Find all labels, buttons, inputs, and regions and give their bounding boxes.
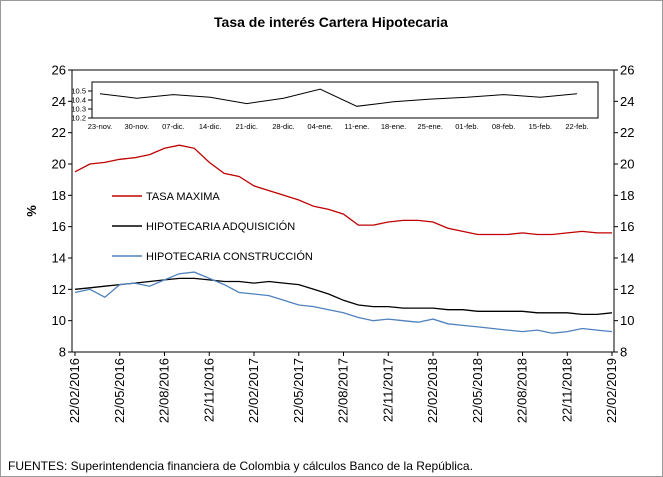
x-tick-label: 14-dic. bbox=[199, 122, 222, 131]
x-tick-label: 22/02/2017 bbox=[246, 358, 261, 423]
x-tick-label: 22/08/2017 bbox=[336, 358, 351, 423]
x-tick-label: 22-feb. bbox=[565, 122, 588, 131]
legend-label: HIPOTECARIA ADQUISICIÓN bbox=[146, 220, 295, 233]
y2-tick-label: 22 bbox=[620, 125, 634, 140]
y2-tick-label: 8 bbox=[620, 345, 627, 360]
y-tick-label: 10.4 bbox=[71, 96, 86, 105]
y-tick-label: 10.5 bbox=[71, 87, 86, 96]
legend-label: TASA MAXIMA bbox=[146, 191, 220, 203]
x-tick-label: 15-feb. bbox=[529, 122, 552, 131]
x-tick-label: 22/11/2017 bbox=[380, 358, 395, 422]
y-tick-label: 24 bbox=[52, 94, 66, 109]
x-tick-label: 22/05/2016 bbox=[112, 358, 127, 423]
y2-tick-label: 18 bbox=[620, 188, 634, 203]
y2-tick-label: 16 bbox=[620, 219, 634, 234]
plot-area bbox=[91, 81, 599, 119]
x-tick-label: 04-ene. bbox=[307, 122, 332, 131]
y-tick-label: 20 bbox=[52, 157, 66, 172]
y-tick-label: 10.2 bbox=[71, 114, 86, 123]
x-tick-label: 01-feb. bbox=[455, 122, 478, 131]
series-line bbox=[99, 88, 578, 107]
y-tick-label: 14 bbox=[52, 251, 66, 266]
y-tick-label: 8 bbox=[59, 345, 66, 360]
x-tick-label: 28-dic. bbox=[272, 122, 295, 131]
x-tick-label: 22/11/2018 bbox=[559, 358, 574, 422]
x-tick-label: 22/08/2018 bbox=[515, 358, 530, 423]
y-tick-label: 16 bbox=[52, 219, 66, 234]
x-tick-label: 22/02/2019 bbox=[604, 358, 619, 423]
y2-tick-label: 24 bbox=[620, 94, 634, 109]
x-tick-label: 18-ene. bbox=[381, 122, 406, 131]
x-tick-label: 25-ene. bbox=[418, 122, 443, 131]
x-tick-label: 22/08/2016 bbox=[157, 358, 172, 423]
y-tick-label: 12 bbox=[52, 282, 66, 297]
y2-tick-label: 14 bbox=[620, 251, 634, 266]
x-tick-label: 22/02/2018 bbox=[425, 358, 440, 423]
x-tick-label: 23-nov. bbox=[88, 122, 112, 131]
x-tick-label: 30-nov. bbox=[124, 122, 148, 131]
x-tick-label: 08-feb. bbox=[492, 122, 515, 131]
series-line bbox=[74, 144, 612, 236]
y-tick-label: 18 bbox=[52, 188, 66, 203]
series-line bbox=[74, 271, 613, 334]
x-tick-label: 21-dic. bbox=[236, 122, 259, 131]
y-tick-label: 22 bbox=[52, 125, 66, 140]
y-tick-label: 26 bbox=[52, 63, 66, 78]
chart-title: Tasa de interés Cartera Hipotecaria bbox=[214, 14, 448, 30]
y-tick-label: 10.3 bbox=[71, 105, 86, 114]
source-note: FUENTES: Superintendencia financiera de … bbox=[8, 459, 473, 473]
y2-tick-label: 20 bbox=[620, 157, 634, 172]
y-tick-label: 10 bbox=[52, 313, 66, 328]
y2-tick-label: 10 bbox=[620, 313, 634, 328]
x-tick-label: 11-ene. bbox=[344, 122, 369, 131]
y2-tick-label: 26 bbox=[620, 63, 634, 78]
x-tick-label: 22/11/2016 bbox=[201, 358, 216, 422]
x-tick-label: 22/05/2018 bbox=[470, 358, 485, 423]
y2-tick-label: 12 bbox=[620, 282, 634, 297]
y-axis-label: % bbox=[24, 205, 39, 217]
legend-label: HIPOTECARIA CONSTRUCCIÓN bbox=[146, 250, 313, 263]
x-tick-label: 22/02/2016 bbox=[67, 358, 82, 423]
x-tick-label: 07-dic. bbox=[162, 122, 185, 131]
x-tick-label: 22/05/2017 bbox=[291, 358, 306, 423]
